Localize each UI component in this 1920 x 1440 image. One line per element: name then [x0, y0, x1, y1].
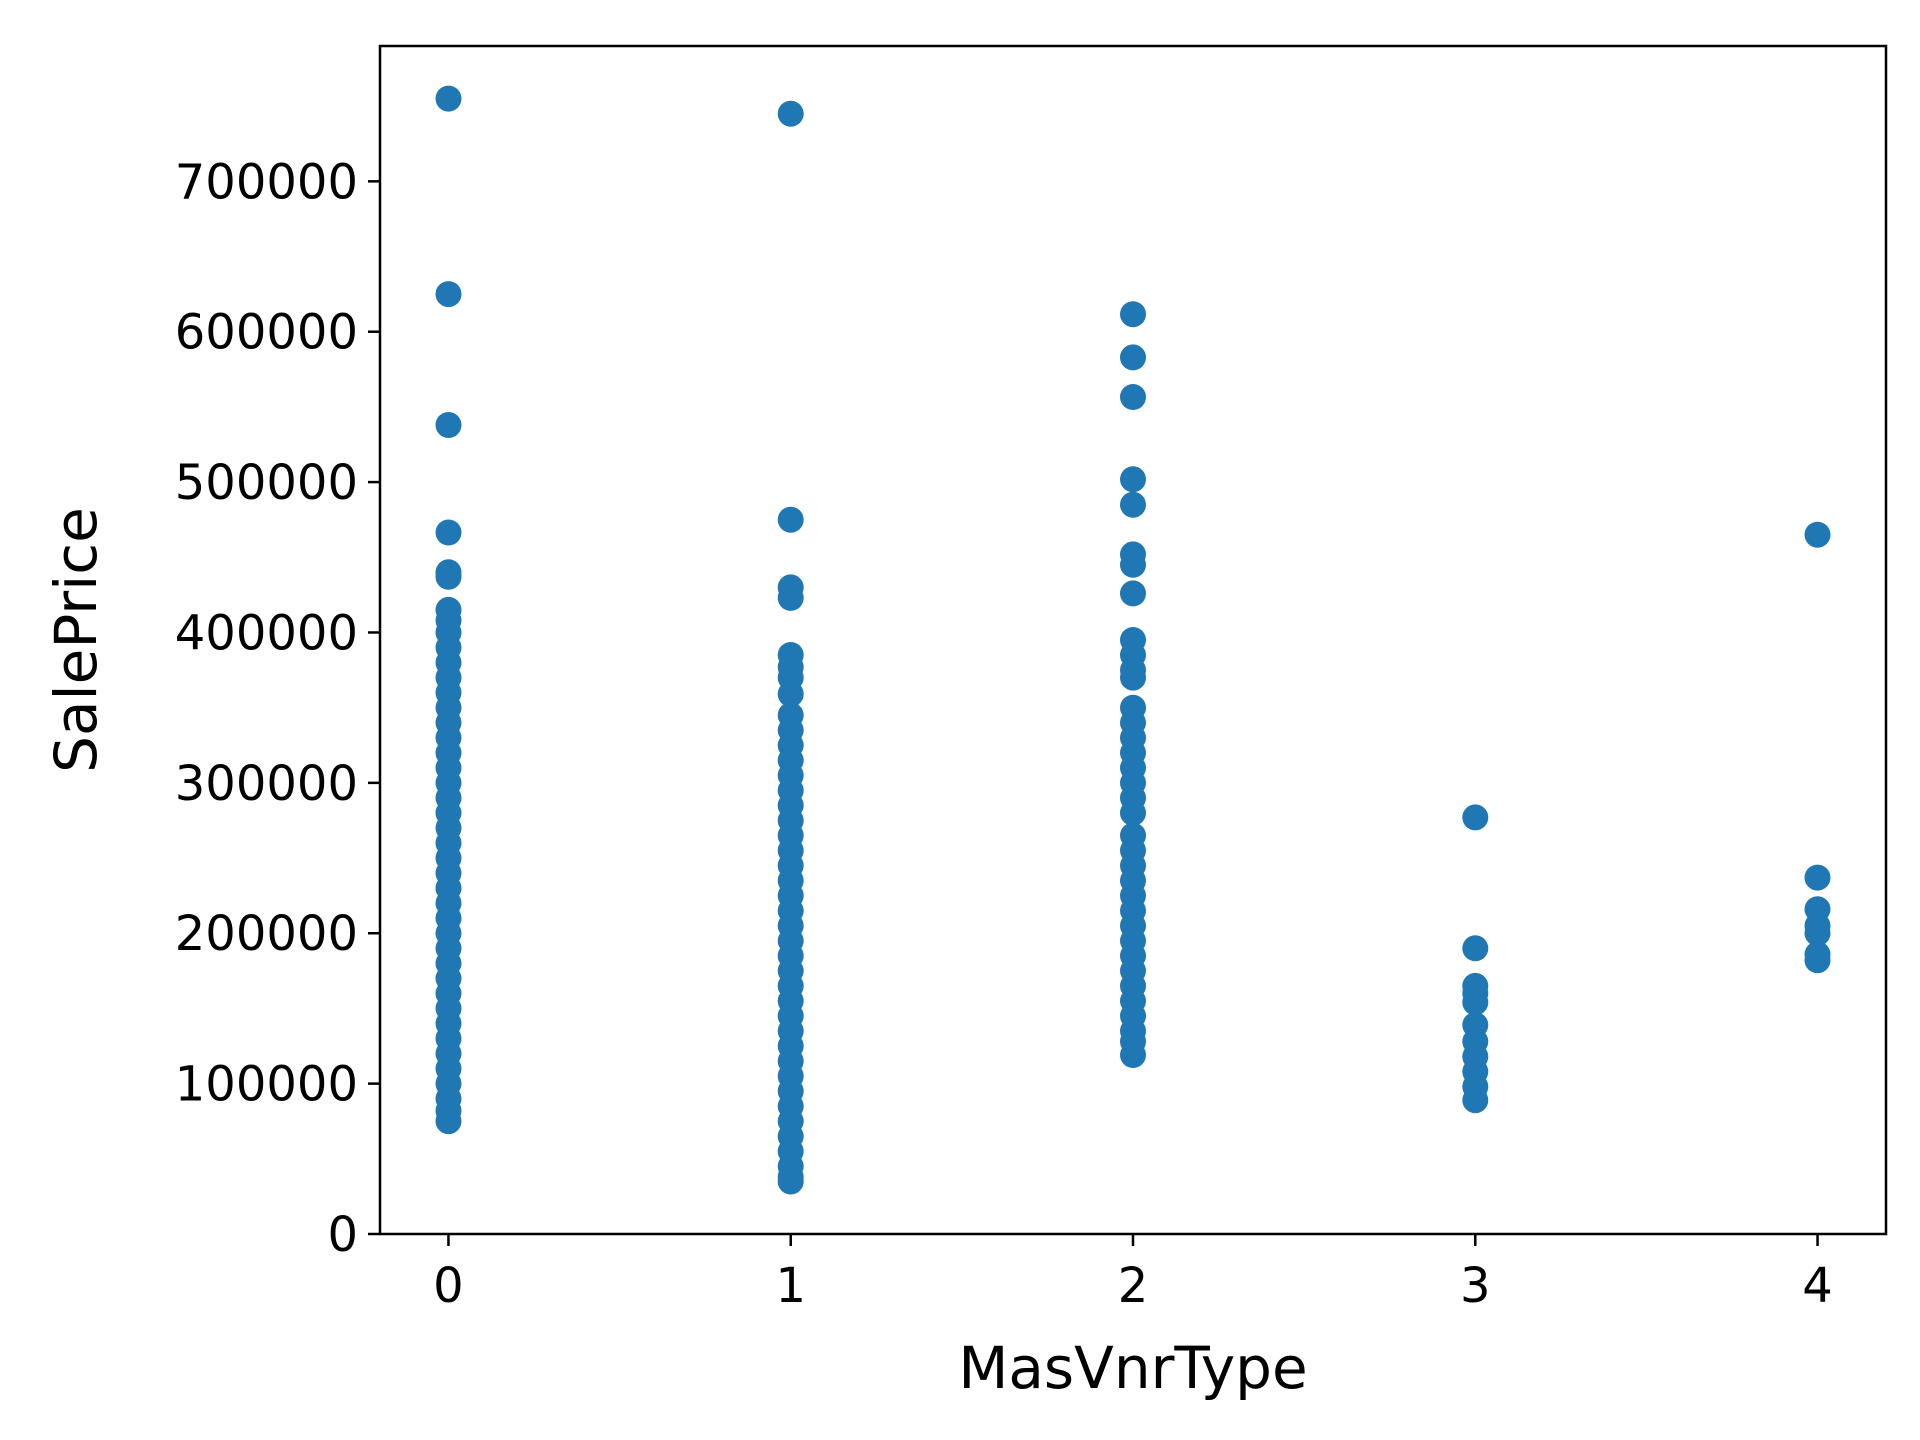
- y-tick-label: 0: [327, 1207, 358, 1263]
- data-point: [1462, 989, 1489, 1016]
- data-point: [777, 100, 804, 127]
- data-point: [1120, 491, 1146, 518]
- y-tick-label: 300000: [175, 756, 358, 812]
- data-point: [435, 85, 462, 112]
- data-point: [1120, 580, 1146, 607]
- data-point: [1120, 384, 1146, 410]
- data-point: [1120, 551, 1146, 578]
- x-tick-label: 2: [1118, 1258, 1149, 1314]
- y-tick-label: 600000: [175, 305, 358, 361]
- data-point: [1120, 301, 1146, 328]
- data-point: [1804, 864, 1831, 891]
- x-axis-label: MasVnrType: [958, 1334, 1307, 1402]
- y-axis-ticks: 0 100000 200000 300000 400000 500000 600000 700…: [175, 154, 380, 1263]
- x-tick-label: 1: [775, 1258, 806, 1314]
- data-point: [1804, 521, 1831, 548]
- data-point: [1804, 947, 1831, 974]
- x-axis-ticks: 0 1 2 3 4: [433, 1234, 1833, 1314]
- data-point: [1462, 935, 1489, 962]
- data-point: [1462, 1087, 1489, 1114]
- data-point: [435, 563, 462, 590]
- data-point: [1120, 799, 1146, 826]
- data-point: [1120, 664, 1146, 691]
- data-point: [435, 412, 462, 438]
- data-point: [1120, 344, 1146, 371]
- data-point: [1120, 466, 1146, 493]
- x-tick-label: 4: [1802, 1258, 1833, 1314]
- data-point: [777, 1168, 804, 1195]
- y-tick-label: 700000: [175, 154, 358, 210]
- y-tick-label: 400000: [175, 605, 358, 661]
- data-point: [1462, 804, 1489, 831]
- x-tick-label: 0: [433, 1258, 464, 1314]
- data-point: [1804, 920, 1831, 947]
- data-point: [435, 519, 462, 546]
- y-tick-label: 500000: [175, 455, 358, 511]
- x-tick-label: 3: [1460, 1258, 1491, 1314]
- data-point: [777, 506, 804, 533]
- data-point: [435, 281, 462, 308]
- data-point: [777, 681, 804, 708]
- data-point: [1120, 1042, 1146, 1068]
- y-axis-label: SalePrice: [42, 507, 110, 773]
- data-points: [435, 85, 1831, 1195]
- y-tick-label: 100000: [175, 1057, 358, 1113]
- y-tick-label: 200000: [175, 906, 358, 962]
- data-point: [435, 1108, 462, 1135]
- data-point: [777, 584, 804, 611]
